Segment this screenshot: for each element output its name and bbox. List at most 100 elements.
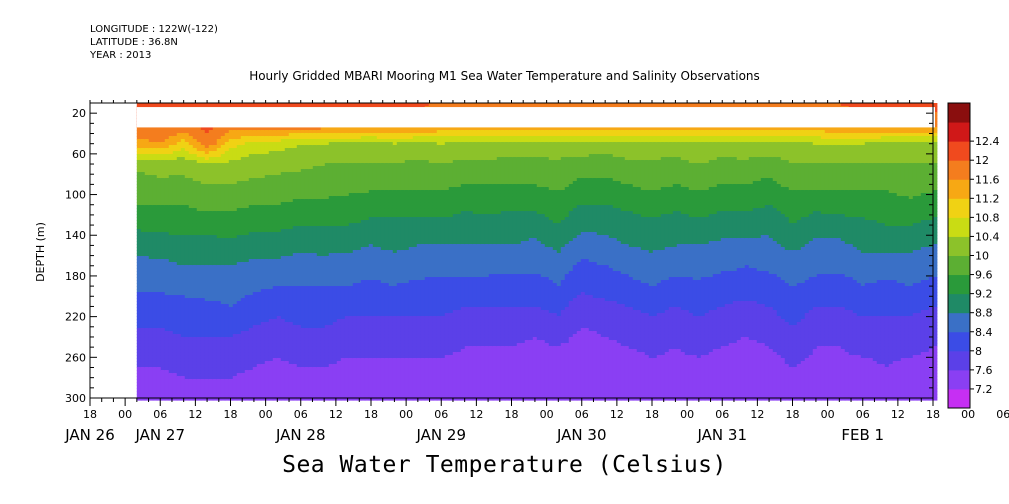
heatmap-cell: [176, 220, 182, 224]
heatmap-cell: [184, 229, 190, 233]
heatmap-cell: [200, 343, 206, 347]
heatmap-cell: [216, 139, 222, 143]
heatmap-cell: [204, 136, 210, 140]
heatmap-cell: [220, 262, 226, 266]
heatmap-cell: [200, 220, 206, 224]
heatmap-cell: [140, 136, 146, 140]
heatmap-cell: [156, 340, 162, 344]
heatmap-cell: [180, 103, 186, 107]
heatmap-cell: [136, 361, 142, 365]
heatmap-cell: [196, 208, 202, 212]
heatmap-cell: [144, 325, 150, 329]
heatmap-cell: [140, 268, 146, 272]
heatmap-cell: [160, 178, 166, 182]
heatmap-cell: [204, 199, 210, 203]
heatmap-cell: [148, 142, 154, 146]
heatmap-cell: [160, 280, 166, 284]
heatmap-cell: [196, 292, 202, 296]
heatmap-cell: [164, 217, 170, 221]
heatmap-cell: [204, 328, 210, 332]
heatmap-cell: [224, 226, 230, 230]
heatmap-cell: [172, 178, 178, 182]
heatmap-cell: [184, 136, 190, 140]
heatmap-cell: [156, 193, 162, 197]
heatmap-cell: [136, 316, 142, 320]
heatmap-cell: [196, 202, 202, 206]
heatmap-cell: [192, 265, 198, 269]
heatmap-cell: [144, 346, 150, 350]
heatmap-cell: [148, 166, 154, 170]
heatmap-cell: [192, 346, 198, 350]
heatmap-cell: [212, 151, 218, 155]
heatmap-cell: [136, 289, 142, 293]
heatmap-cell: [196, 130, 202, 134]
heatmap-cell: [208, 220, 214, 224]
heatmap-cell: [164, 277, 170, 281]
heatmap-cell: [220, 190, 226, 194]
heatmap-cell: [180, 133, 186, 137]
heatmap-cell: [216, 208, 222, 212]
heatmap-cell: [188, 376, 194, 380]
heatmap-cell: [216, 394, 222, 398]
heatmap-cell: [188, 274, 194, 278]
heatmap-cell: [220, 211, 226, 215]
heatmap-cell: [192, 250, 198, 254]
heatmap-cell: [164, 337, 170, 341]
heatmap-cell: [188, 244, 194, 248]
heatmap-cell: [172, 280, 178, 284]
heatmap-cell: [144, 364, 150, 368]
heatmap-cell: [192, 214, 198, 218]
heatmap-cell: [212, 172, 218, 176]
heatmap-cell: [216, 241, 222, 245]
heatmap-cell: [200, 142, 206, 146]
heatmap-cell: [224, 163, 230, 167]
heatmap-cell: [176, 181, 182, 185]
heatmap-cell: [136, 232, 142, 236]
heatmap-cell: [228, 379, 234, 383]
heatmap-cell: [208, 376, 214, 380]
heatmap-cell: [232, 148, 238, 152]
heatmap-cell: [176, 166, 182, 170]
heatmap-cell: [200, 391, 206, 395]
heatmap-cell: [184, 379, 190, 383]
heatmap-cell: [224, 211, 230, 215]
heatmap-cell: [172, 364, 178, 368]
heatmap-cell: [200, 163, 206, 167]
heatmap-cell: [188, 154, 194, 158]
heatmap-cell: [180, 193, 186, 197]
heatmap-cell: [140, 160, 146, 164]
heatmap-cell: [204, 214, 210, 218]
heatmap-cell: [140, 223, 146, 227]
heatmap-cell: [144, 178, 150, 182]
heatmap-cell: [156, 172, 162, 176]
heatmap-cell: [200, 334, 206, 338]
heatmap-cell: [156, 250, 162, 254]
heatmap-cell: [224, 187, 230, 191]
heatmap-cell: [196, 286, 202, 290]
heatmap-cell: [224, 178, 230, 182]
heatmap-cell: [216, 229, 222, 233]
heatmap-cell: [152, 352, 158, 356]
heatmap-cell: [172, 301, 178, 305]
heatmap-cell: [164, 307, 170, 311]
heatmap-cell: [164, 208, 170, 212]
heatmap-cell: [144, 214, 150, 218]
heatmap-cell: [180, 292, 186, 296]
heatmap-cell: [164, 127, 170, 131]
heatmap-cell: [160, 346, 166, 350]
heatmap-cell: [200, 199, 206, 203]
heatmap-cell: [232, 157, 238, 161]
heatmap-cell: [136, 352, 142, 356]
heatmap-cell: [208, 382, 214, 386]
heatmap-cell: [196, 271, 202, 275]
heatmap-cell: [176, 394, 182, 398]
heatmap-cell: [144, 157, 150, 161]
heatmap-cell: [228, 334, 234, 338]
heatmap-cell: [204, 301, 210, 305]
heatmap-cell: [152, 175, 158, 179]
heatmap-cell: [144, 130, 150, 134]
heatmap-cell: [204, 268, 210, 272]
heatmap-cell: [152, 301, 158, 305]
heatmap-cell: [208, 322, 214, 326]
heatmap-cell: [180, 166, 186, 170]
